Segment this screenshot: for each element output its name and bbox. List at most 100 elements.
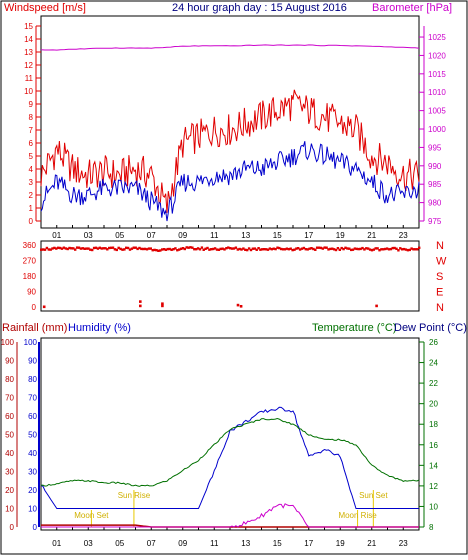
direction-point — [212, 247, 215, 251]
hour-label-bottom: 19 — [336, 539, 345, 548]
hour-label-bottom: 17 — [304, 539, 313, 548]
direction-point — [147, 247, 151, 250]
event-label: Moon Set — [74, 511, 109, 520]
direction-point — [81, 247, 84, 250]
direction-point — [108, 246, 111, 250]
humidity-tick-label: 100 — [24, 338, 38, 347]
direction-point — [170, 248, 173, 251]
direction-point — [100, 247, 103, 250]
dewpoint-line — [41, 503, 419, 528]
barometer-tick-label: 1000 — [428, 125, 446, 134]
humidity-tick-label: 20 — [28, 486, 37, 495]
hour-label-bottom: 07 — [147, 539, 156, 548]
direction-point-calm — [42, 305, 46, 309]
direction-point — [68, 246, 71, 250]
hour-label: 01 — [52, 231, 61, 240]
temperature-line — [40, 417, 420, 487]
compass-label: E — [436, 287, 443, 299]
hour-label-bottom: 21 — [367, 539, 376, 548]
direction-point — [259, 248, 262, 251]
direction-point — [344, 246, 347, 249]
wind-average-line — [40, 141, 420, 222]
rain-tick-label: 60 — [5, 412, 14, 421]
direction-point — [62, 246, 66, 249]
direction-point — [363, 248, 366, 251]
direction-point — [270, 248, 273, 251]
direction-point — [229, 247, 232, 250]
barometer-tick-label: 1015 — [428, 70, 446, 79]
direction-point — [367, 247, 370, 250]
direction-point — [130, 247, 134, 250]
direction-point — [365, 247, 368, 250]
direction-point — [312, 247, 315, 251]
wind-tick-label: 13 — [24, 48, 33, 57]
direction-point — [75, 246, 79, 249]
direction-point — [40, 248, 43, 251]
direction-point — [361, 246, 364, 250]
direction-point — [208, 248, 211, 251]
direction-point — [387, 248, 391, 251]
direction-point — [295, 247, 298, 250]
direction-point — [378, 249, 381, 252]
wind-tick-label: 5 — [29, 152, 34, 161]
wind-tick-label: 4 — [29, 165, 34, 174]
direction-point — [280, 247, 283, 251]
direction-point — [164, 248, 168, 251]
direction-point — [234, 246, 238, 249]
direction-point — [79, 247, 83, 250]
direction-point — [72, 247, 75, 250]
direction-point-calm — [375, 304, 378, 308]
direction-point — [223, 248, 226, 251]
direction-point — [125, 246, 128, 249]
direction-point — [242, 247, 245, 250]
event-label: Moon Rise — [338, 511, 377, 520]
direction-point — [185, 246, 188, 249]
direction-point — [58, 246, 62, 250]
direction-point — [317, 246, 321, 249]
direction-point — [244, 248, 247, 251]
direction-point — [329, 247, 332, 251]
hour-label: 13 — [241, 231, 250, 240]
direction-point — [109, 246, 113, 249]
direction-point — [327, 248, 330, 251]
rain-tick-label: 20 — [5, 486, 14, 495]
direction-point-calm — [236, 303, 240, 307]
direction-point — [187, 246, 190, 249]
direction-point — [157, 249, 160, 252]
direction-point — [87, 247, 90, 250]
direction-point — [263, 248, 266, 251]
direction-point — [382, 248, 385, 251]
hour-label: 17 — [304, 231, 313, 240]
direction-point — [193, 248, 196, 251]
direction-point — [134, 246, 137, 249]
direction-point — [338, 248, 341, 251]
wind-tick-label: 0 — [29, 217, 34, 226]
barometer-label: Barometer [hPa] — [372, 2, 452, 14]
wind-tick-label: 9 — [29, 100, 34, 109]
direction-point — [370, 249, 374, 252]
direction-point — [238, 247, 241, 251]
barometer-tick-label: 1025 — [428, 33, 446, 42]
direction-point — [389, 247, 393, 251]
temp-tick-label: 16 — [429, 441, 438, 450]
direction-point — [142, 247, 145, 251]
direction-point — [291, 248, 294, 252]
direction-point — [283, 248, 287, 251]
direction-point — [196, 247, 200, 250]
direction-point — [172, 248, 175, 251]
windspeed-label: Windspeed [m/s] — [4, 2, 86, 14]
humidity-tick-label: 70 — [28, 394, 37, 403]
barometer-line — [40, 44, 420, 51]
wind-tick-label: 1 — [29, 204, 34, 213]
temp-tick-label: 22 — [429, 379, 438, 388]
direction-point — [272, 247, 275, 250]
rain-tick-label: 90 — [5, 357, 14, 366]
humidity-tick-label: 50 — [28, 431, 37, 440]
direction-point — [321, 247, 324, 250]
direction-point — [314, 248, 317, 251]
compass-label: N — [436, 302, 444, 314]
direction-point — [117, 246, 120, 250]
direction-point — [161, 248, 164, 251]
direction-point — [374, 247, 377, 250]
